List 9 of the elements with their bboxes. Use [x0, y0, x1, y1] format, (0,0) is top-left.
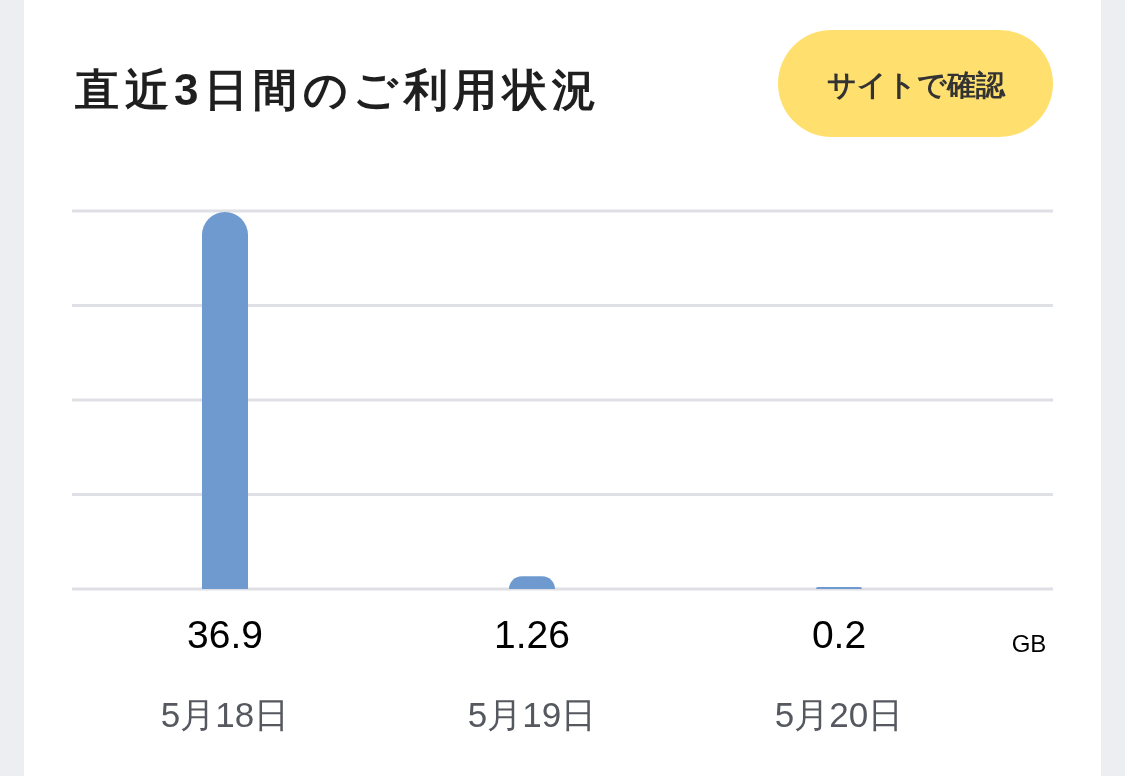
text: GB — [1011, 630, 1047, 657]
x-tick-label: 5月20日 — [774, 695, 904, 734]
x-tick-label: 5月19日 — [467, 695, 597, 734]
text: サイトで確認 — [826, 69, 1006, 101]
data-label: 0.2 — [811, 613, 867, 656]
x-tick-label: 5月18日 — [160, 695, 290, 734]
chart-title: 直近3日間のご利用状況 — [74, 65, 602, 114]
data-label: 1.26 — [494, 613, 570, 656]
data-label: 36.9 — [187, 613, 263, 656]
